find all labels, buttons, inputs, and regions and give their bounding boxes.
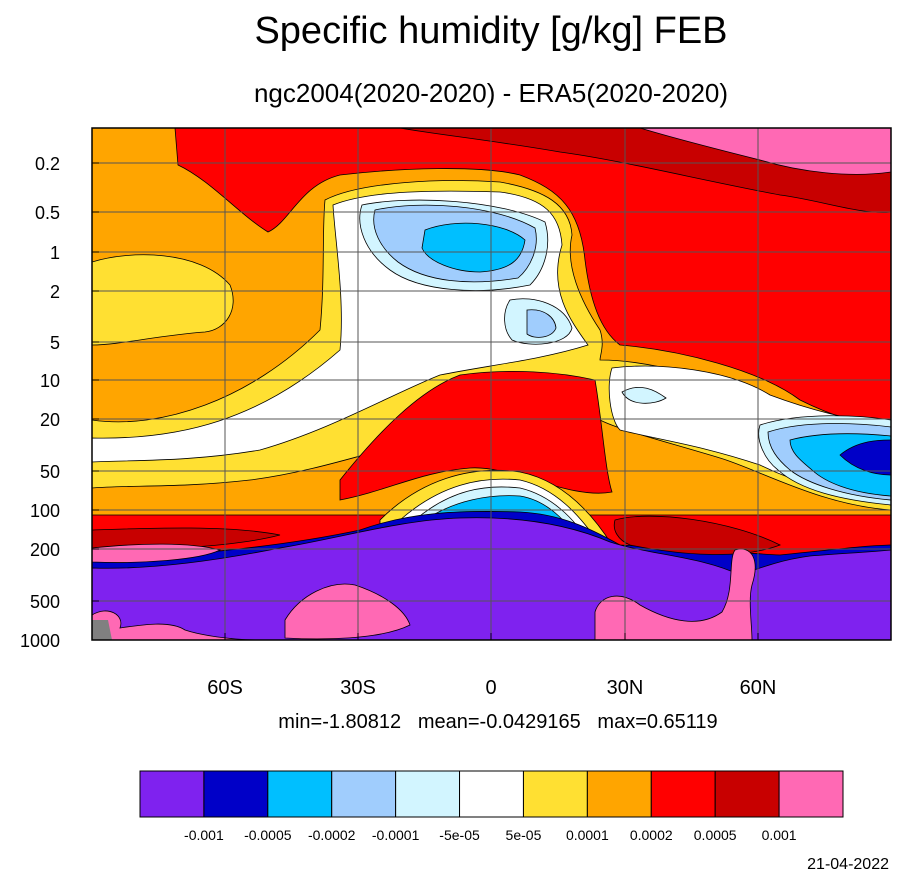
colorbar-label: 0.0001 — [566, 827, 609, 843]
colorbar-label: 0.0005 — [694, 827, 737, 843]
colorbar-box — [203, 770, 269, 818]
y-tick-label: 5 — [50, 333, 60, 353]
colorbar-box — [714, 770, 780, 818]
stats-line: min=-1.80812 mean=-0.0429165 max=0.65119 — [278, 711, 717, 733]
colorbar-box — [139, 770, 205, 818]
y-tick-labels: 0.2 0.5 1 2 5 10 20 50 100 200 500 1000 — [20, 154, 60, 651]
colorbar-box — [331, 770, 397, 818]
y-tick-label: 0.2 — [35, 154, 60, 174]
field-gray-corner — [92, 620, 112, 640]
y-tick-label: 200 — [30, 540, 60, 560]
field-blue-north — [839, 439, 891, 476]
x-axis — [224, 633, 759, 640]
x-tick-label: 60N — [740, 677, 777, 699]
y-tick-label: 1 — [50, 243, 60, 263]
field-pink-blob-1 — [284, 583, 411, 640]
y-tick-label: 20 — [40, 410, 60, 430]
field-lightblue-north-1 — [621, 386, 667, 404]
x-tick-label: 30S — [340, 677, 376, 699]
x-tick-label: 60S — [207, 677, 243, 699]
chart-subtitle: ngc2004(2020-2020) - ERA5(2020-2020) — [254, 78, 728, 108]
gridlines — [92, 128, 891, 640]
colorbar: -0.001 -0.0005 -0.0002 -0.0001 -5e-05 5e-05 0.… — [139, 770, 844, 843]
y-tick-label: 100 — [30, 501, 60, 521]
y-tick-label: 0.5 — [35, 203, 60, 223]
colorbar-label: -0.0001 — [372, 827, 420, 843]
colorbar-label: -0.001 — [184, 827, 224, 843]
field-cyan-upper — [421, 222, 526, 273]
colorbar-label: 5e-05 — [506, 827, 542, 843]
y-tick-label: 2 — [50, 282, 60, 302]
x-tick-labels: 60S 30S 0 30N 60N — [207, 677, 776, 699]
y-tick-label: 50 — [40, 462, 60, 482]
x-tick-label: 30N — [607, 677, 644, 699]
field-pink-blob-3 — [92, 610, 261, 640]
colorbar-box — [395, 770, 461, 818]
colorbar-box — [586, 770, 652, 818]
y-tick-label: 1000 — [20, 631, 60, 651]
chart-title: Specific humidity [g/kg] FEB — [254, 10, 727, 52]
colorbar-box — [778, 770, 844, 818]
colorbar-box — [650, 770, 716, 818]
field-pink-blob-2 — [594, 548, 756, 640]
colorbar-label: -5e-05 — [439, 827, 480, 843]
colorbar-label: -0.0005 — [244, 827, 292, 843]
field-yellow-left — [92, 254, 234, 346]
field-paleblue-mid — [526, 309, 557, 338]
colorbar-box — [522, 770, 588, 818]
y-axis — [92, 162, 99, 602]
y-tick-label: 500 — [30, 592, 60, 612]
y-tick-label: 10 — [40, 371, 60, 391]
x-tick-label: 0 — [485, 677, 496, 699]
date-stamp: 21-04-2022 — [807, 856, 889, 873]
colorbar-label: 0.001 — [762, 827, 797, 843]
colorbar-labels: -0.001 -0.0005 -0.0002 -0.0001 -5e-05 5e-05 0.… — [184, 827, 797, 843]
colorbar-label: -0.0002 — [308, 827, 356, 843]
colorbar-box — [459, 770, 524, 818]
colorbar-boxes — [139, 770, 844, 818]
colorbar-box — [267, 770, 333, 818]
colorbar-label: 0.0002 — [630, 827, 673, 843]
